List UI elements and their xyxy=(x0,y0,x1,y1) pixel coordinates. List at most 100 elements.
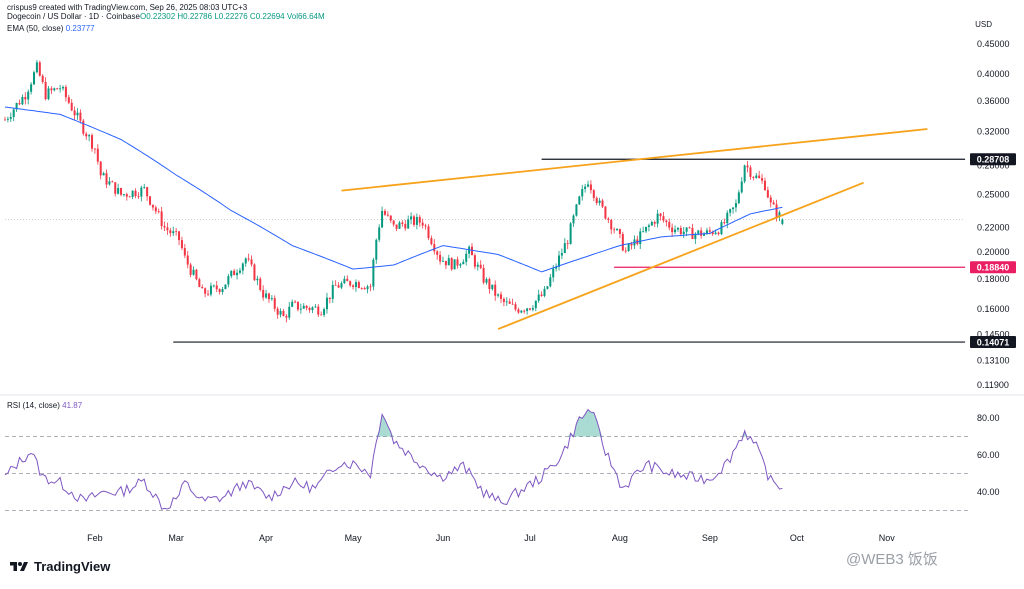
candle xyxy=(241,262,244,275)
candle-body xyxy=(653,222,656,224)
candle xyxy=(131,190,134,200)
candle-body xyxy=(470,246,474,256)
candle xyxy=(494,280,497,301)
candle xyxy=(668,218,671,231)
candle xyxy=(151,204,154,211)
symbol-title[interactable]: Dogecoin / US Dollar · 1D · Coinbase xyxy=(7,12,140,21)
candle xyxy=(294,299,297,304)
candle xyxy=(50,86,53,95)
candle-body xyxy=(624,250,627,252)
candle xyxy=(354,279,357,292)
candle xyxy=(607,217,610,224)
candle-body xyxy=(691,227,694,240)
candle-body xyxy=(482,267,485,283)
candle-body xyxy=(766,190,769,198)
candle-body xyxy=(265,293,268,298)
candle-body xyxy=(717,232,720,235)
candle xyxy=(520,309,523,314)
candle xyxy=(598,197,601,206)
ema-legend[interactable]: EMA (50, close) 0.23777 xyxy=(7,24,95,33)
candle xyxy=(566,239,569,250)
candle-body xyxy=(517,309,520,313)
candle-body xyxy=(82,120,85,134)
candle xyxy=(236,269,239,280)
candle xyxy=(482,264,485,285)
candle-body xyxy=(433,244,436,252)
candle-body xyxy=(601,200,604,207)
candle xyxy=(381,206,384,228)
candle-body xyxy=(233,270,236,276)
candle-body xyxy=(523,310,526,312)
candle-body xyxy=(372,259,375,287)
candle-body xyxy=(494,284,497,296)
candle-body xyxy=(134,190,137,197)
candle-body xyxy=(587,184,590,187)
candle-body xyxy=(224,284,227,290)
candle-body xyxy=(288,306,291,318)
candle-body xyxy=(572,215,575,224)
candle xyxy=(79,109,82,124)
candle-body xyxy=(546,286,549,289)
candle xyxy=(209,282,212,297)
candle xyxy=(383,208,386,216)
candle xyxy=(262,285,265,301)
candle-body xyxy=(389,215,392,221)
candle-body xyxy=(88,135,91,137)
candle-body xyxy=(645,226,648,232)
candle xyxy=(308,306,311,313)
candle xyxy=(320,311,323,316)
rsi-legend[interactable]: RSI (14, close) 41.87 xyxy=(7,401,82,410)
candle xyxy=(325,292,328,314)
candle xyxy=(183,244,186,259)
candle xyxy=(163,221,166,231)
candle-body xyxy=(183,248,186,256)
candle xyxy=(404,220,407,231)
candle-body xyxy=(241,263,244,271)
candle xyxy=(41,74,44,84)
candle-body xyxy=(227,276,230,285)
candle-body xyxy=(178,231,181,241)
candle xyxy=(587,180,590,188)
candle xyxy=(441,256,445,262)
candle-body xyxy=(61,87,65,89)
candle xyxy=(430,235,433,246)
candle xyxy=(679,225,682,237)
candle-body xyxy=(160,211,163,227)
candle-body xyxy=(253,264,256,281)
candle xyxy=(505,297,508,306)
candle xyxy=(421,218,424,229)
high-value: H0.22786 xyxy=(177,12,213,21)
candle xyxy=(218,288,221,295)
candle-body xyxy=(314,306,317,308)
candle-body xyxy=(558,255,561,267)
candle-body xyxy=(563,243,566,254)
y-tick-label: 0.40000 xyxy=(977,69,1010,79)
candle-body xyxy=(488,279,491,290)
candle xyxy=(198,277,201,288)
candle-body xyxy=(592,190,595,198)
candle-body xyxy=(528,308,532,310)
candle-body xyxy=(93,148,96,150)
candle-body xyxy=(73,110,76,116)
candle xyxy=(528,308,532,311)
tradingview-logo[interactable]: TradingView xyxy=(8,559,110,574)
candle-body xyxy=(418,217,421,223)
candle xyxy=(659,212,662,221)
candle xyxy=(346,275,349,282)
candle xyxy=(517,307,520,314)
candle xyxy=(369,283,372,292)
candle xyxy=(35,60,38,74)
candle-body xyxy=(479,264,482,268)
candle-body xyxy=(24,96,27,100)
candle xyxy=(61,85,65,91)
candle xyxy=(120,187,123,197)
candle-body xyxy=(114,182,117,194)
axis-layer: 0.45000 0.40000 0.36000 0.32000 0.28000 0.250… xyxy=(87,39,1016,543)
candle xyxy=(627,243,630,252)
x-tick-label: Sep xyxy=(702,533,718,543)
candle xyxy=(102,171,105,176)
candle-body xyxy=(331,284,334,299)
x-tick-label: Jul xyxy=(524,533,536,543)
candle xyxy=(410,212,413,225)
